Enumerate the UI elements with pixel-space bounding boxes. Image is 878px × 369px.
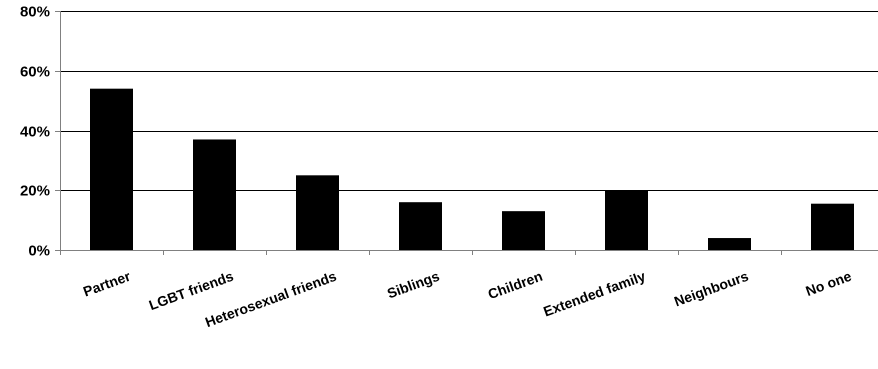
y-tick-label: 80% <box>20 4 50 21</box>
bar-no-one <box>811 203 854 250</box>
y-tick-label: 20% <box>20 183 50 200</box>
gridlines <box>60 11 878 191</box>
y-tick-labels: 0% 20% 40% 60% 80% <box>20 4 50 260</box>
bar-partner <box>90 88 133 250</box>
bar-children <box>502 211 545 250</box>
x-tick-label: No one <box>803 268 853 299</box>
bar-lgbt-friends <box>193 139 236 250</box>
x-tick-label: Children <box>486 268 545 302</box>
axes <box>55 11 878 255</box>
y-tick-label: 60% <box>20 64 50 81</box>
y-tick-label: 40% <box>20 124 50 141</box>
x-tick-label: Siblings <box>385 268 442 302</box>
bar-heterosexual-friends <box>296 175 339 250</box>
bars <box>90 88 854 250</box>
bar-extended-family <box>605 190 648 250</box>
bar-siblings <box>399 202 442 250</box>
x-tick-label: LGBT friends <box>147 268 236 313</box>
x-tick-label: Extended family <box>541 268 648 320</box>
x-tick-label: Partner <box>81 268 133 300</box>
y-tick-label: 0% <box>28 243 50 260</box>
bar-neighbours <box>708 238 751 250</box>
x-tick-label: Neighbours <box>672 268 751 310</box>
